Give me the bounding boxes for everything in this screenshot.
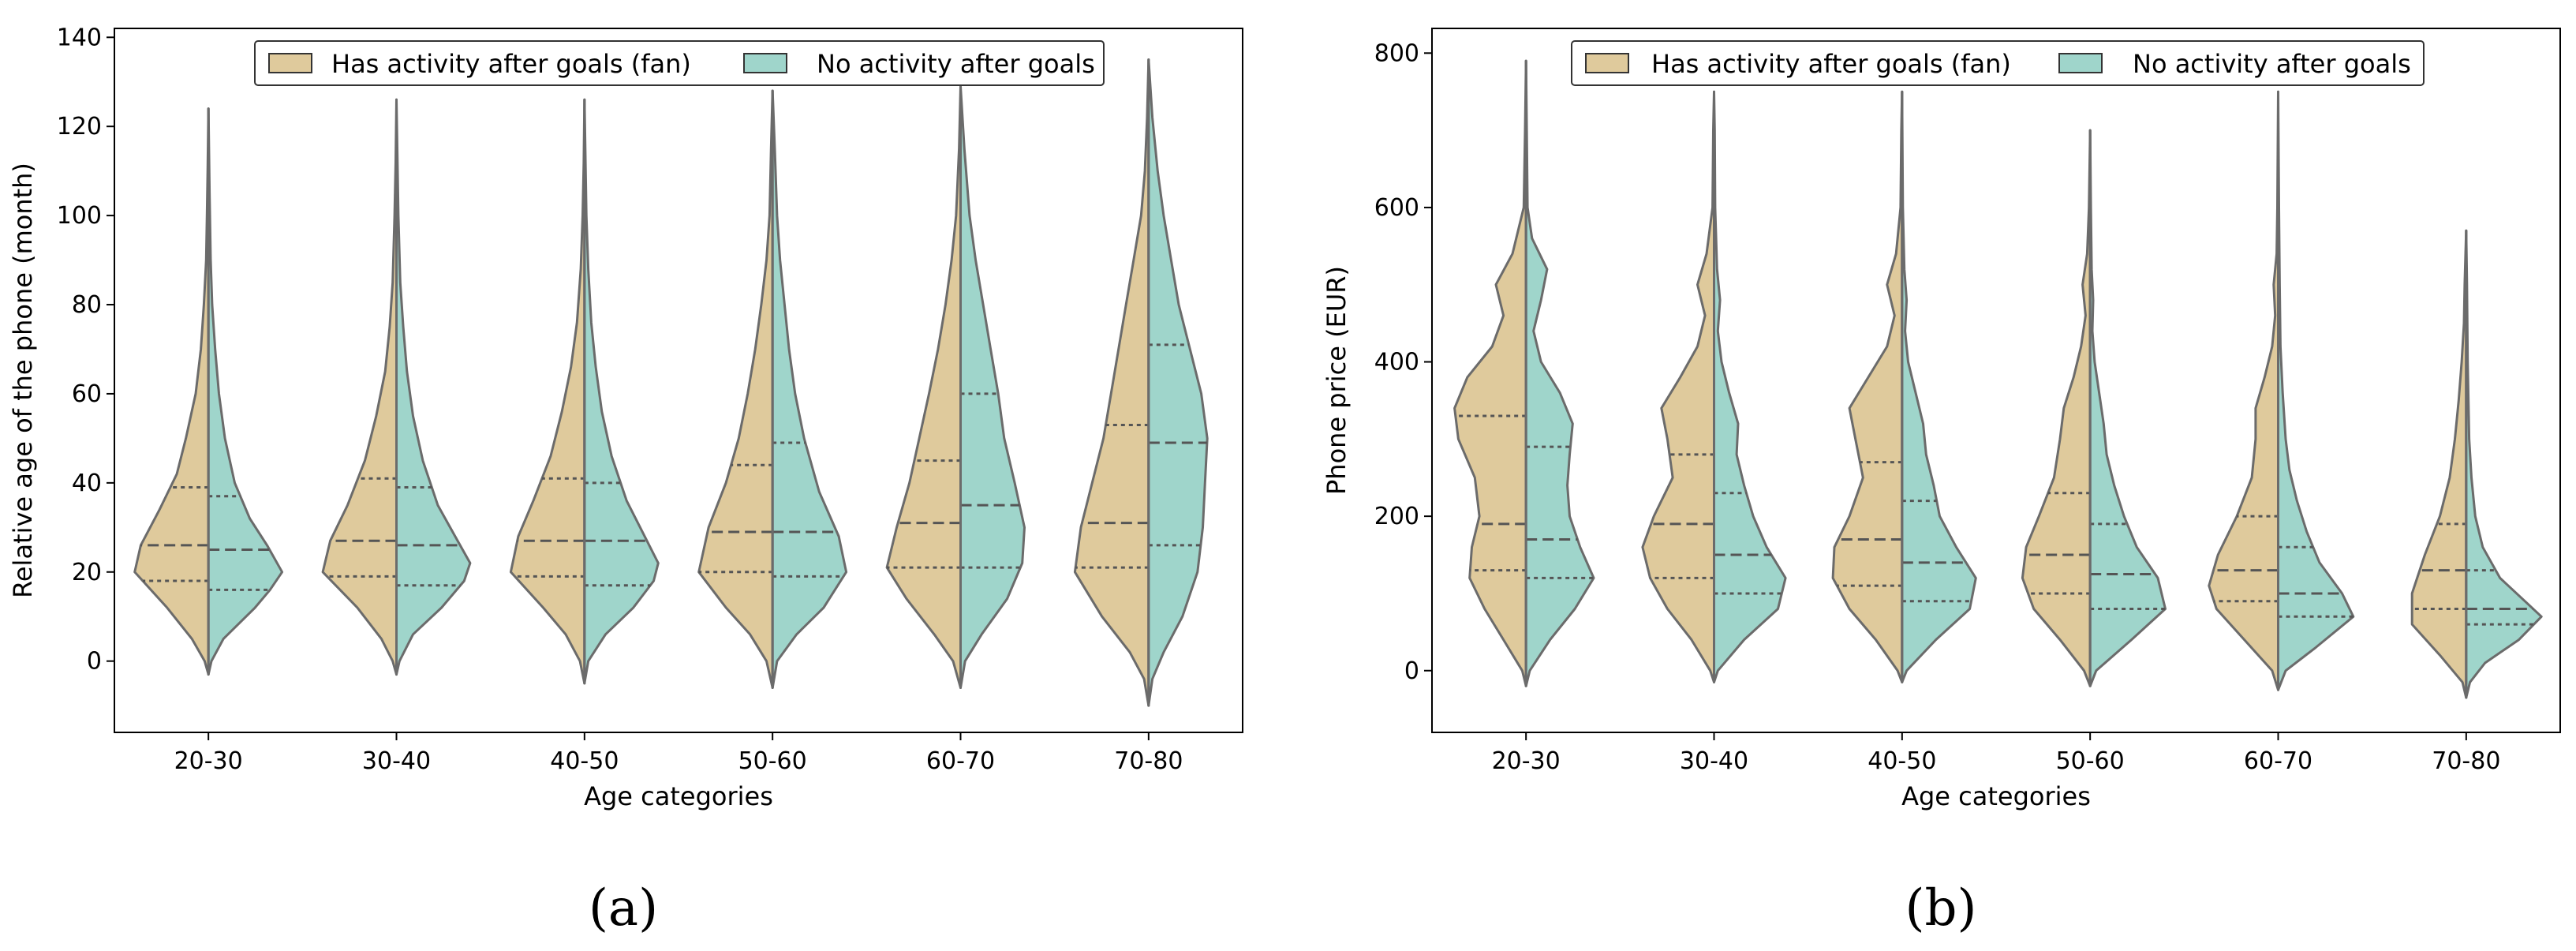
violin-nofan-70-80: [2465, 229, 2543, 699]
violin-fan-40-50: [1831, 90, 1904, 683]
legend-swatch-fan-b: [1585, 53, 1629, 73]
violin-fan-70-80: [1073, 58, 1150, 707]
panel-a: 0 20 40 60 80 100 120 140 20-30 30-40 40-50 50-60 6…: [8, 24, 1243, 938]
legend-entry-nofan-a: No activity after goals: [817, 49, 1095, 79]
violin-fan-30-40: [1641, 90, 1715, 683]
legend-swatch-nofan-b: [2058, 53, 2103, 73]
y-tick-label: 800: [1374, 39, 1419, 67]
x-axis-label-b: Age categories: [1901, 781, 2091, 811]
violin-nofan-70-80: [1147, 58, 1209, 707]
y-tick-label: 60: [72, 380, 102, 408]
y-axis-label-a: Relative age of the phone (month): [8, 163, 38, 598]
x-tick-label: 60-70: [2244, 747, 2312, 775]
x-tick-label: 50-60: [2056, 747, 2125, 775]
legend-entry-fan-b: Has activity after goals (fan): [1651, 49, 2011, 79]
y-tick-label: 120: [57, 113, 102, 140]
violin-fan-60-70: [885, 84, 962, 689]
violin-nofan-50-60: [771, 89, 848, 689]
violins-b: [1453, 59, 2543, 699]
violin-fan-60-70: [2208, 90, 2279, 691]
y-ticks-a: 0 20 40 60 80 100 120 140: [57, 24, 114, 676]
y-tick-label: 0: [1404, 657, 1419, 685]
legend-b: Has activity after goals (fan) No activi…: [1571, 40, 2425, 86]
y-tick-label: 40: [72, 470, 102, 497]
y-tick-label: 80: [72, 291, 102, 319]
y-axis-label-b: Phone price (EUR): [1322, 266, 1352, 495]
x-ticks-b: 20-30 30-40 40-50 50-60 60-70 70-80: [1492, 732, 2500, 775]
y-ticks-b: 0 200 400 600 800: [1374, 39, 1432, 685]
violin-fan-20-30: [133, 107, 210, 676]
y-tick-label: 200: [1374, 503, 1419, 530]
y-tick-label: 400: [1374, 349, 1419, 376]
legend-entry-fan-a: Has activity after goals (fan): [331, 49, 691, 79]
violin-nofan-50-60: [2088, 129, 2167, 687]
panel-label-b: (b): [1905, 879, 1977, 938]
legend-swatch-nofan-a: [743, 53, 787, 73]
panel-label-a: (a): [589, 879, 658, 938]
violin-fan-40-50: [509, 98, 586, 685]
legend-box-b: [1571, 40, 2425, 86]
x-tick-label: 50-60: [738, 747, 807, 775]
plot-area-a: [114, 28, 1243, 733]
violin-fan-20-30: [1453, 59, 1527, 687]
y-tick-label: 20: [72, 559, 102, 586]
legend-entry-nofan-b: No activity after goals: [2133, 49, 2411, 79]
x-tick-label: 20-30: [174, 747, 243, 775]
legend-box-a: [254, 40, 1105, 86]
y-tick-label: 600: [1374, 194, 1419, 222]
y-tick-label: 140: [57, 24, 102, 51]
legend-swatch-fan-a: [268, 53, 312, 73]
violins-a: [133, 58, 1209, 707]
panel-b: 0 200 400 600 800 20-30 30-40 40-50 50-60 60-70 7…: [1322, 28, 2561, 938]
x-ticks-a: 20-30 30-40 40-50 50-60 60-70 70-80: [174, 732, 1183, 775]
violin-nofan-20-30: [1524, 59, 1595, 687]
violin-nofan-60-70: [959, 84, 1026, 689]
violin-nofan-60-70: [2277, 90, 2355, 691]
legend-a: Has activity after goals (fan) No activi…: [254, 40, 1105, 86]
x-tick-label: 30-40: [1680, 747, 1748, 775]
violin-nofan-30-40: [395, 98, 472, 676]
y-tick-label: 100: [57, 202, 102, 230]
violin-nofan-40-50: [583, 98, 660, 685]
plot-area-b: [1431, 28, 2561, 733]
x-tick-label: 20-30: [1492, 747, 1561, 775]
y-tick-label: 0: [87, 648, 102, 676]
violin-fan-30-40: [321, 98, 398, 676]
violin-nofan-40-50: [1901, 90, 1977, 683]
violin-fan-50-60: [2021, 129, 2092, 687]
x-tick-label: 70-80: [1114, 747, 1183, 775]
violin-fan-70-80: [2410, 229, 2468, 699]
violin-fan-50-60: [697, 89, 774, 689]
x-tick-label: 30-40: [362, 747, 431, 775]
x-tick-label: 40-50: [550, 747, 619, 775]
x-tick-label: 60-70: [926, 747, 995, 775]
x-tick-label: 70-80: [2432, 747, 2500, 775]
x-tick-label: 40-50: [1868, 747, 1936, 775]
x-axis-label-a: Age categories: [584, 781, 773, 811]
